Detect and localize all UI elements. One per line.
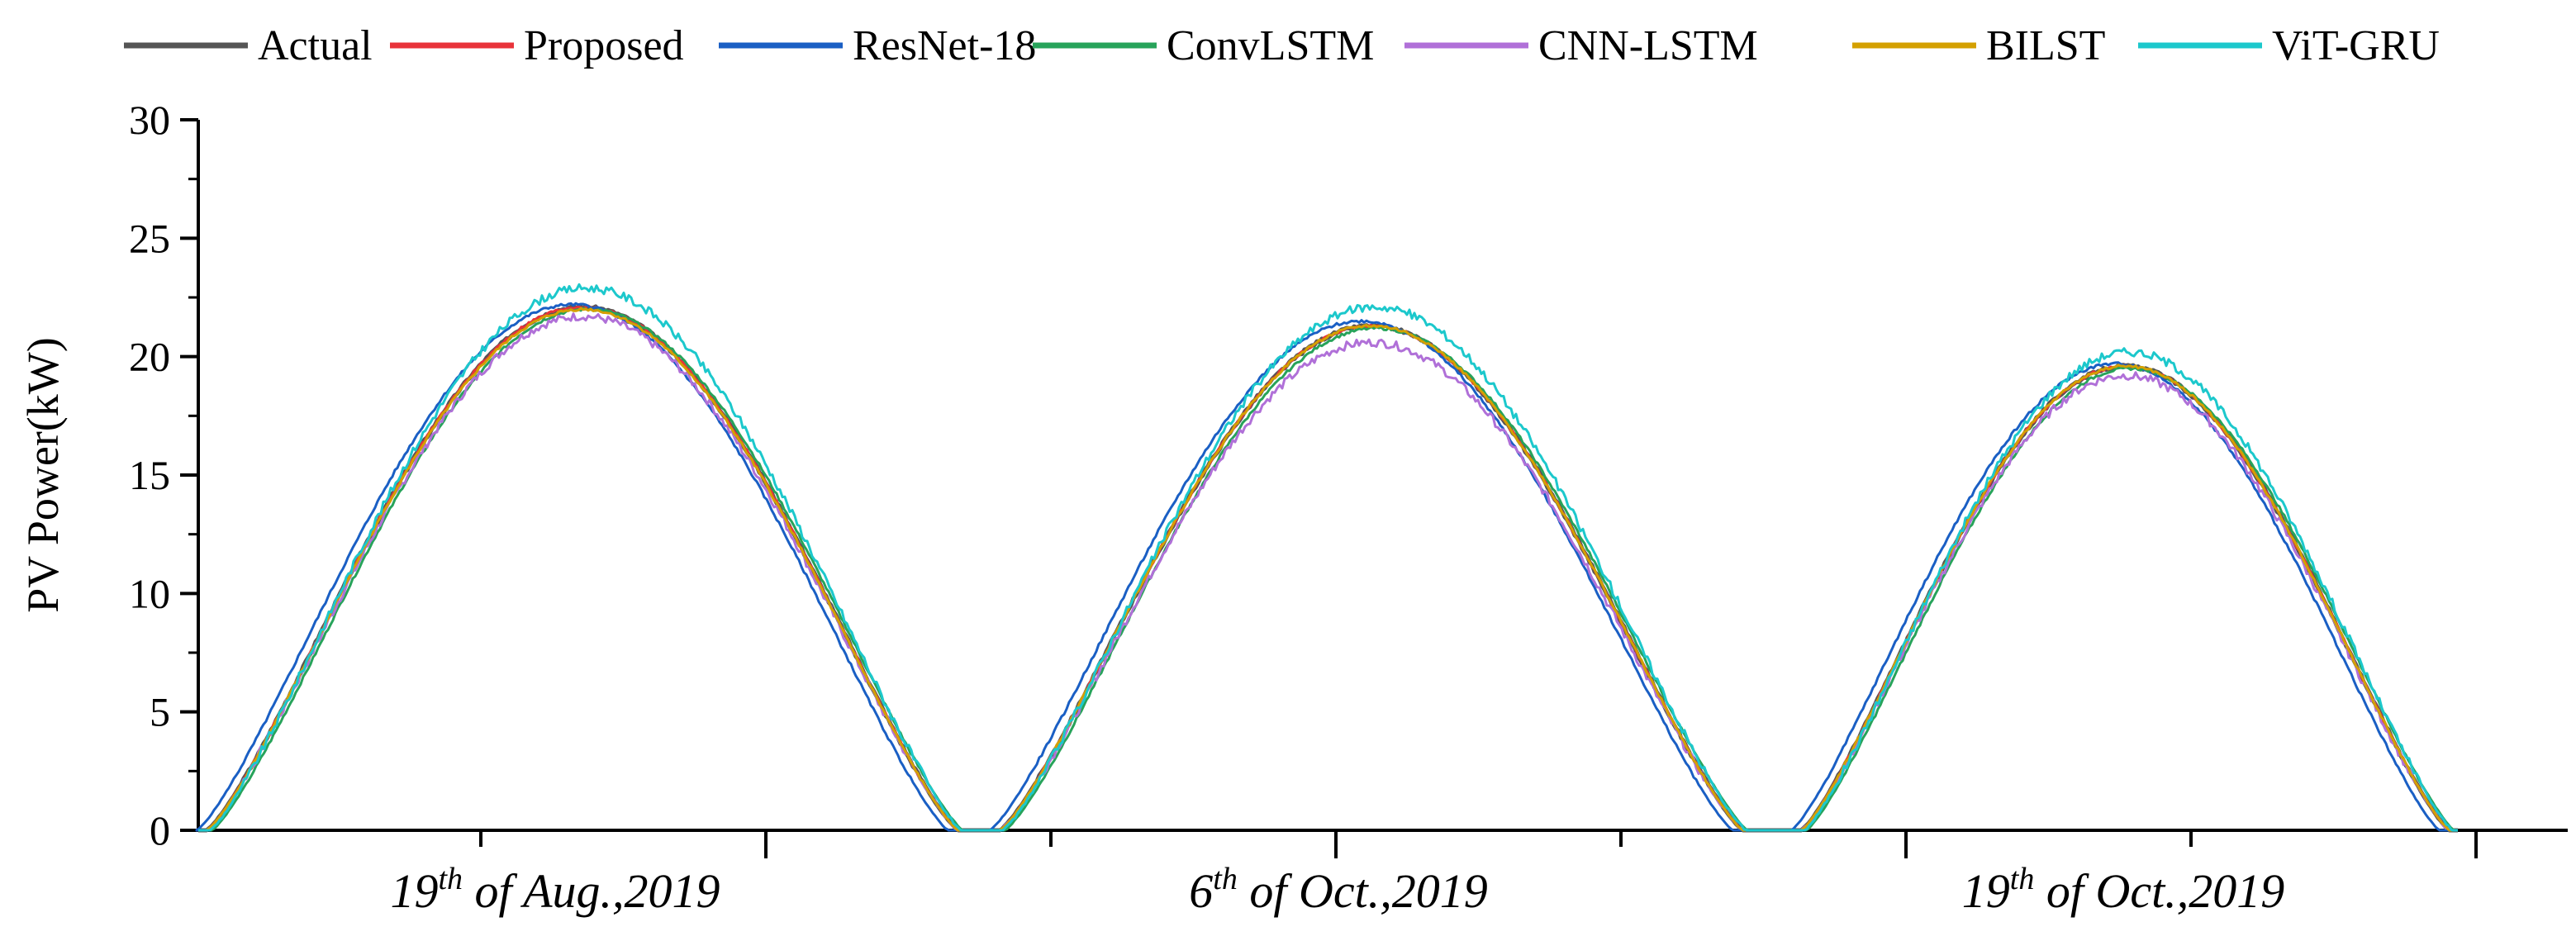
- series-line-proposed: [198, 304, 2458, 832]
- y-tick-label: 20: [129, 334, 170, 380]
- legend-item: Proposed: [390, 22, 684, 69]
- legend-label: ConvLSTM: [1167, 22, 1374, 69]
- day-label: 19th of Aug.,2019: [390, 862, 720, 918]
- series-line-actual: [198, 303, 2458, 833]
- series-line-resnet-18: [195, 302, 2458, 832]
- legend-label: Actual: [258, 22, 373, 69]
- series-line-vit-gru: [198, 283, 2458, 832]
- legend-label: BILST: [1986, 22, 2105, 69]
- legend-item: ResNet-18: [719, 22, 1036, 69]
- x-ticks: [479, 830, 2478, 858]
- y-tick-label: 10: [129, 570, 170, 616]
- legend-label: CNN-LSTM: [1538, 22, 1758, 69]
- legend-label: ViT-GRU: [2272, 22, 2440, 69]
- y-tick-label: 30: [129, 97, 170, 143]
- y-tick-label: 0: [150, 807, 170, 853]
- legend-item: BILST: [1852, 22, 2105, 69]
- y-tick-label: 15: [129, 452, 170, 498]
- legend-item: Actual: [124, 22, 373, 69]
- series-line-bilst: [198, 307, 2458, 832]
- series-line-convlstm: [198, 307, 2458, 832]
- legend-item: CNN-LSTM: [1404, 22, 1758, 69]
- day-labels: 19th of Aug.,2019 6th of Oct.,2019 19th of…: [390, 862, 2284, 918]
- y-axis-title: PV Power(kW): [18, 337, 68, 612]
- y-ticks: 0 5 10 15 20 25 30: [129, 97, 198, 853]
- legend: Actual Proposed ResNet-18 ConvLSTM CNN-LSTM B…: [124, 22, 2440, 69]
- day-label: 6th of Oct.,2019: [1189, 862, 1487, 918]
- series-group: [195, 283, 2458, 833]
- y-tick-label: 5: [150, 689, 170, 735]
- legend-item: ConvLSTM: [1033, 22, 1374, 69]
- y-tick-label: 25: [129, 215, 170, 261]
- series-line-cnn-lstm: [198, 312, 2458, 832]
- legend-label: ResNet-18: [853, 22, 1036, 69]
- day-label: 19th of Oct.,2019: [1962, 862, 2284, 918]
- legend-item: ViT-GRU: [2138, 22, 2440, 69]
- legend-label: Proposed: [524, 22, 684, 69]
